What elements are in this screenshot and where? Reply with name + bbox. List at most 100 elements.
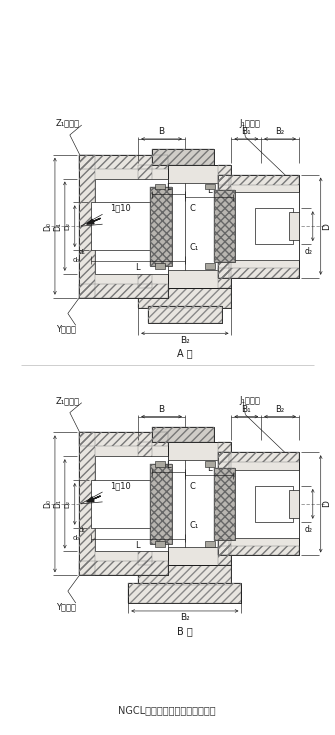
- Bar: [217, 268, 299, 278]
- Bar: [155, 184, 165, 190]
- Bar: [205, 184, 215, 190]
- Text: L: L: [166, 461, 171, 470]
- Text: B₁: B₁: [242, 405, 251, 414]
- Bar: [79, 284, 168, 298]
- Bar: [289, 212, 299, 240]
- Bar: [138, 442, 152, 565]
- Bar: [148, 306, 221, 323]
- Bar: [205, 540, 215, 547]
- Bar: [214, 468, 236, 539]
- Bar: [255, 486, 293, 522]
- Text: C: C: [190, 204, 196, 213]
- Bar: [155, 540, 165, 547]
- Text: d₁: d₁: [79, 249, 86, 255]
- Bar: [79, 155, 94, 298]
- Text: B₂: B₂: [180, 336, 190, 345]
- Text: J₁型轴孔: J₁型轴孔: [240, 396, 260, 405]
- Text: B₂: B₂: [180, 614, 190, 623]
- Bar: [152, 426, 214, 442]
- Text: L: L: [207, 464, 211, 473]
- Text: B 型: B 型: [177, 625, 193, 636]
- Text: B: B: [158, 127, 164, 137]
- Text: d₂: d₂: [305, 525, 313, 534]
- Text: L: L: [166, 183, 171, 192]
- Bar: [138, 165, 152, 287]
- Bar: [205, 462, 215, 467]
- Bar: [91, 202, 158, 250]
- Text: L: L: [207, 186, 211, 195]
- Bar: [138, 287, 231, 307]
- Text: B₂: B₂: [275, 127, 285, 137]
- Bar: [289, 490, 299, 517]
- Bar: [217, 545, 299, 556]
- Text: D: D: [322, 223, 331, 229]
- Bar: [217, 452, 299, 462]
- Bar: [79, 432, 94, 576]
- Bar: [138, 287, 231, 307]
- Text: NGCL型制动轮鼓形齿联轴器图纸: NGCL型制动轮鼓形齿联轴器图纸: [118, 705, 216, 715]
- Bar: [217, 175, 299, 184]
- Text: d₀: d₀: [73, 257, 80, 263]
- Bar: [138, 565, 231, 585]
- Bar: [217, 175, 229, 278]
- Text: B: B: [158, 405, 164, 414]
- Bar: [128, 583, 242, 603]
- Bar: [150, 465, 172, 543]
- Bar: [214, 190, 236, 262]
- Bar: [94, 179, 168, 273]
- Text: D: D: [322, 501, 331, 507]
- Bar: [138, 565, 231, 585]
- Bar: [148, 306, 221, 323]
- Text: C: C: [190, 481, 196, 490]
- Bar: [94, 456, 168, 551]
- Bar: [152, 426, 214, 442]
- Text: D₁: D₁: [53, 499, 62, 509]
- Bar: [138, 442, 231, 565]
- Text: L: L: [135, 263, 140, 273]
- Bar: [79, 155, 168, 168]
- Bar: [150, 465, 172, 543]
- Text: Z₁型轴孔: Z₁型轴孔: [56, 118, 80, 128]
- Bar: [152, 148, 214, 165]
- FancyArrow shape: [87, 496, 100, 502]
- Text: B₁: B₁: [242, 127, 251, 137]
- Bar: [217, 452, 229, 556]
- Text: C₁: C₁: [190, 243, 199, 253]
- Bar: [214, 468, 236, 539]
- Bar: [214, 190, 236, 262]
- Bar: [229, 193, 299, 260]
- Text: A 型: A 型: [177, 348, 193, 358]
- Text: D₁: D₁: [53, 222, 62, 231]
- Bar: [155, 462, 165, 467]
- Bar: [155, 263, 165, 269]
- Text: D₀: D₀: [44, 222, 53, 231]
- Text: Y型轴孔: Y型轴孔: [56, 603, 76, 612]
- Text: 1：10: 1：10: [111, 204, 131, 212]
- Bar: [91, 480, 158, 528]
- Bar: [217, 165, 231, 287]
- Bar: [152, 148, 214, 165]
- Bar: [150, 187, 172, 266]
- Bar: [128, 583, 242, 603]
- Bar: [150, 187, 172, 266]
- Bar: [79, 432, 168, 576]
- Bar: [205, 263, 215, 269]
- Text: J₁型轴孔: J₁型轴孔: [240, 118, 260, 128]
- Bar: [79, 155, 168, 298]
- Bar: [229, 470, 299, 537]
- Text: Z₁型轴孔: Z₁型轴孔: [56, 396, 80, 405]
- Text: D₂: D₂: [65, 222, 71, 230]
- Bar: [217, 452, 299, 556]
- Bar: [152, 182, 217, 270]
- Text: d₀: d₀: [73, 534, 80, 540]
- Bar: [152, 460, 217, 548]
- FancyArrow shape: [87, 218, 100, 224]
- Text: D₂: D₂: [65, 500, 71, 508]
- Bar: [217, 442, 231, 565]
- Text: 1：10: 1：10: [111, 481, 131, 490]
- Bar: [138, 165, 231, 287]
- Text: Y型轴孔: Y型轴孔: [56, 325, 76, 334]
- Bar: [79, 432, 168, 446]
- Text: L: L: [135, 541, 140, 550]
- Bar: [255, 208, 293, 244]
